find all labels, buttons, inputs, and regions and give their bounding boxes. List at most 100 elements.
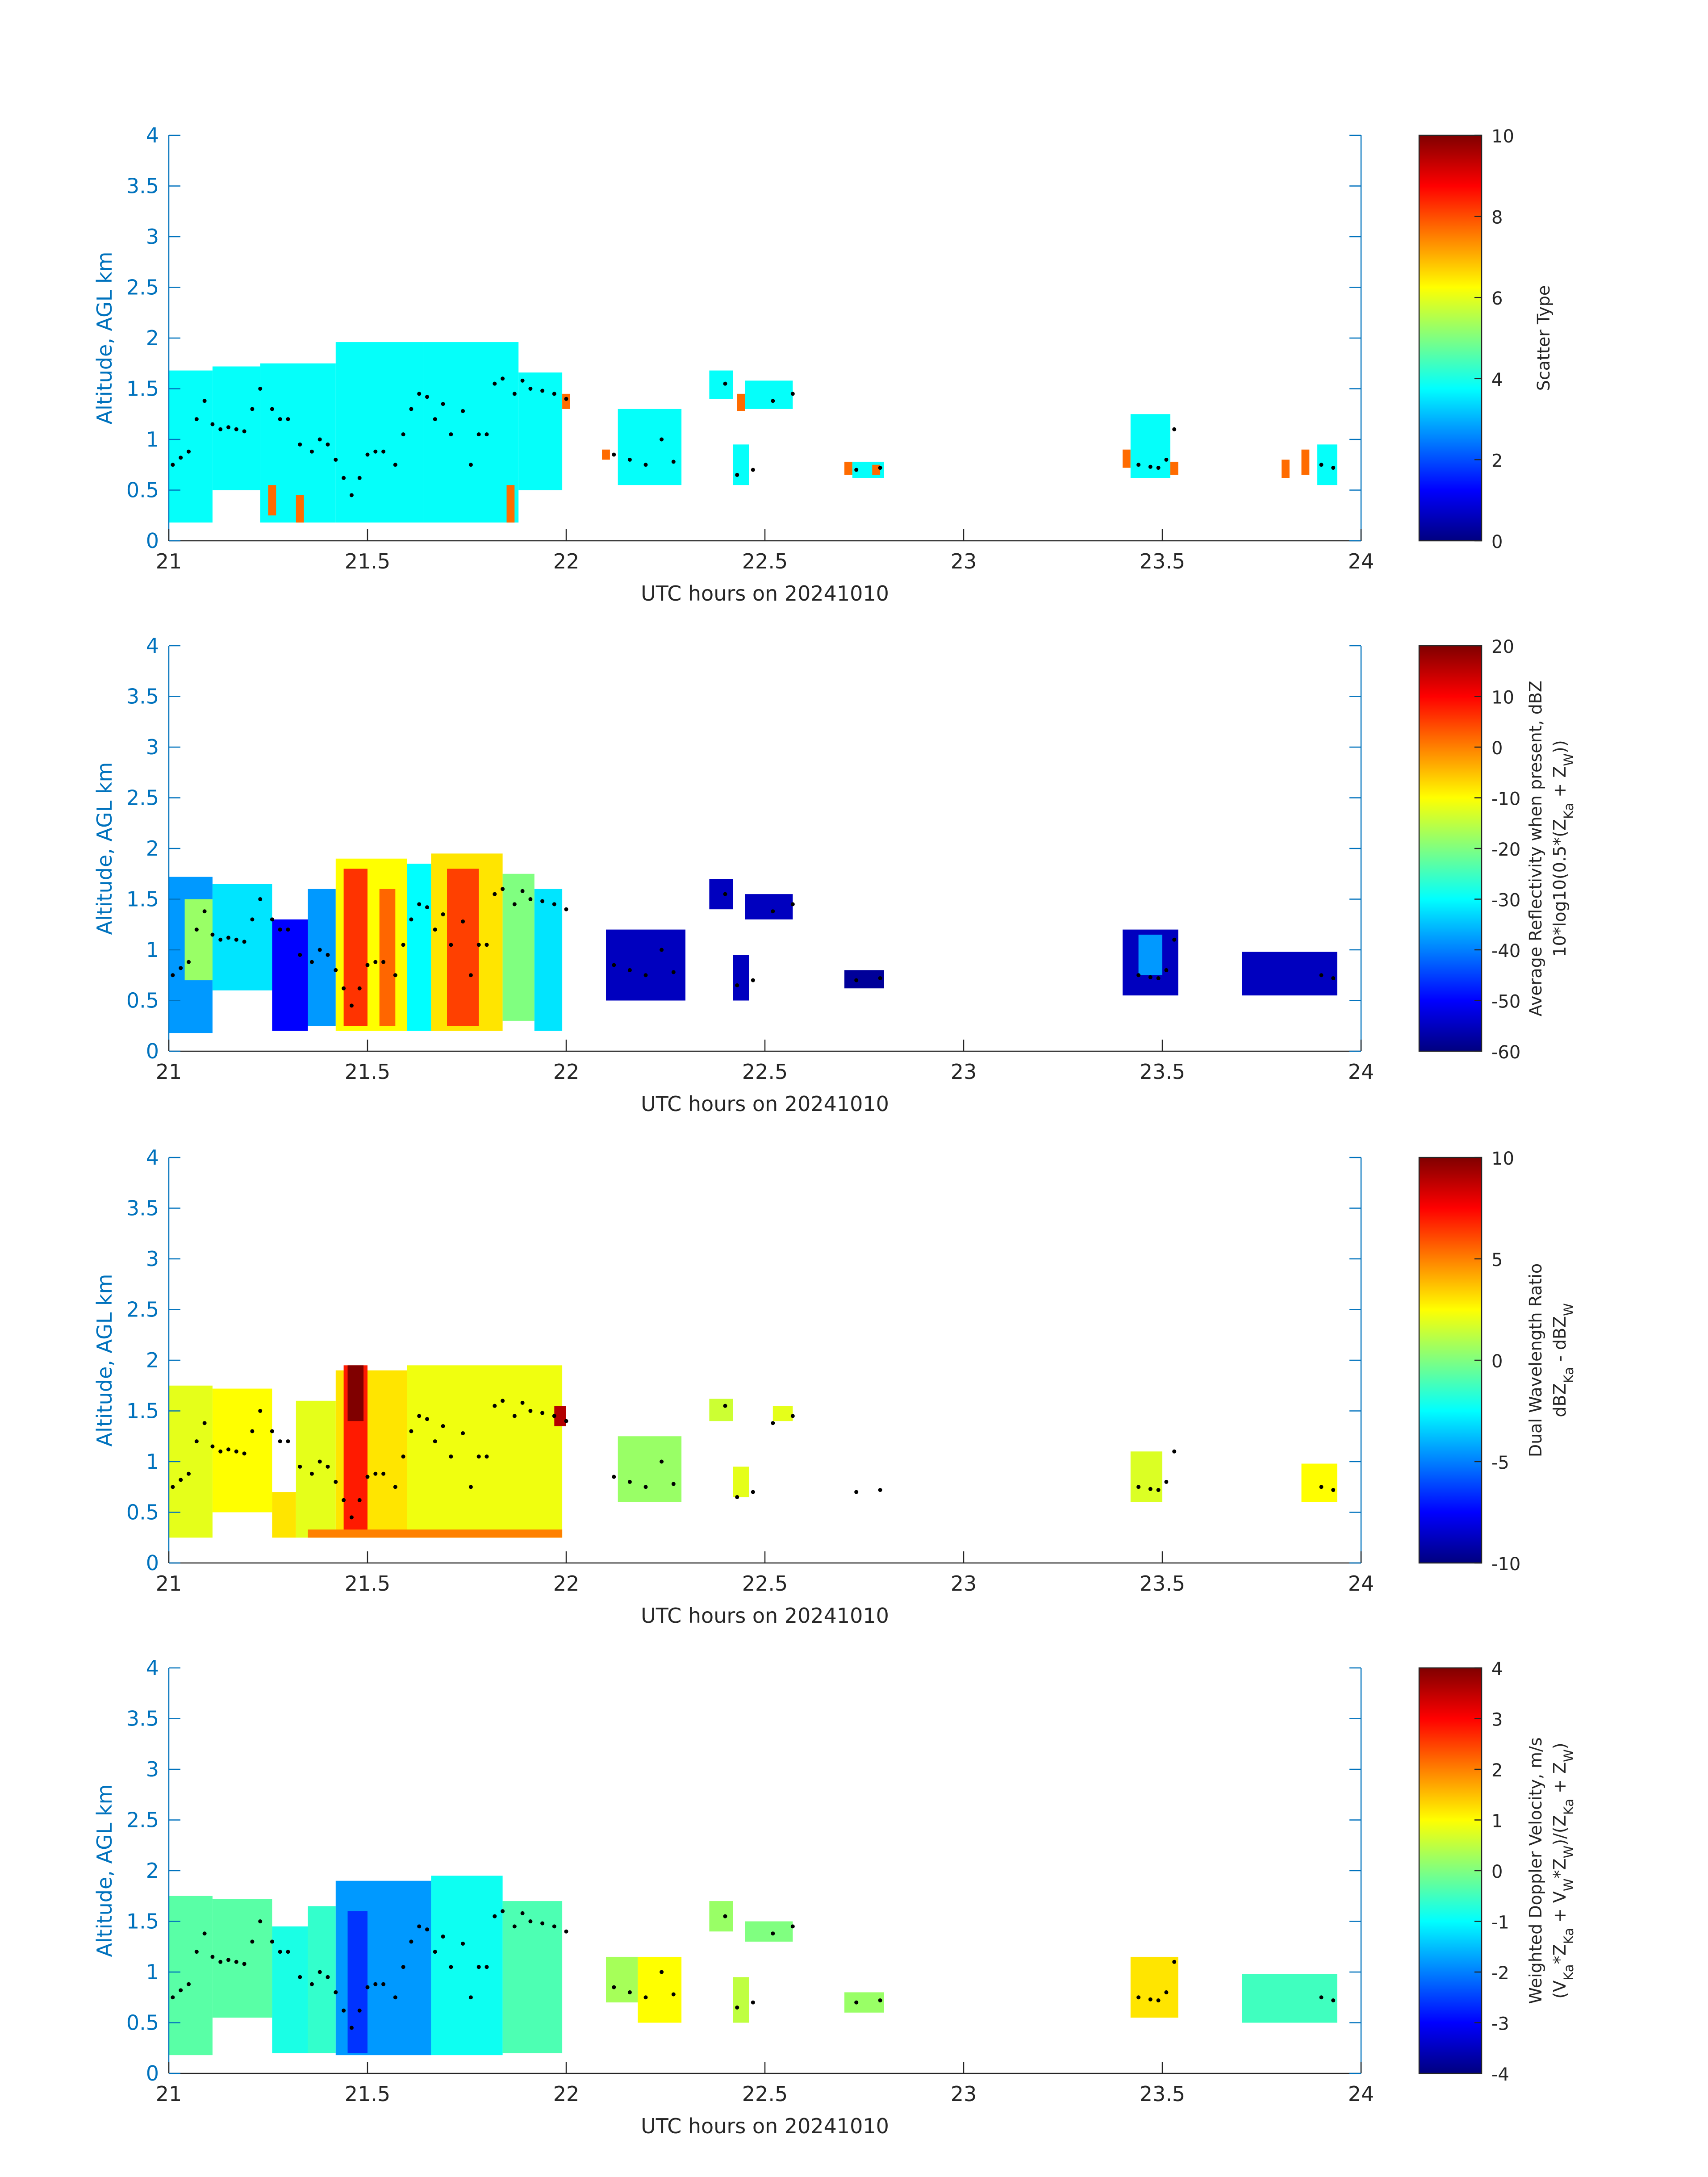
y-tick-label: 0 [146, 2061, 159, 2085]
cloud-base-point [520, 889, 525, 893]
heatmap-cell [308, 1529, 563, 1538]
cloud-base-point [520, 378, 525, 383]
cloud-base-point [671, 460, 676, 464]
heatmap-cell [618, 409, 682, 485]
heatmap-cell [1170, 461, 1178, 475]
heatmap-cell [296, 1400, 336, 1538]
y-tick-label: 4 [146, 1656, 159, 1680]
y-tick-label: 1.5 [126, 377, 159, 401]
cloud-base-point [171, 973, 175, 978]
cloud-base-point [317, 1970, 322, 1974]
colorbar-tick-label: -2 [1491, 1963, 1509, 1984]
y-axis-label: Altitude, AGL km [92, 1784, 117, 1957]
cloud-base-point [751, 468, 755, 472]
cloud-base-point [250, 917, 255, 922]
colorbar-tick-label: -4 [1491, 2064, 1509, 2085]
y-tick-label: 1.5 [126, 887, 159, 911]
cloud-base-point [278, 1439, 282, 1444]
colorbar-label: (VKa*ZKa + VW*ZW)/(ZKa + ZW) [1550, 1742, 1576, 1998]
cloud-base-point [433, 1950, 437, 1954]
heatmap-cell [638, 1956, 682, 2023]
cloud-base-point [1136, 1995, 1141, 2000]
cloud-base-point [202, 909, 207, 914]
x-tick-label: 23 [951, 549, 977, 573]
colorbar-tick-label: -60 [1491, 1042, 1520, 1063]
heatmap-cell [272, 1926, 308, 2053]
heatmap-cell [169, 1896, 213, 2056]
cloud-base-point [179, 1988, 183, 1993]
y-tick-label: 2.5 [126, 786, 159, 810]
cloud-base-point [1172, 937, 1177, 942]
cloud-base-point [342, 1498, 346, 1502]
cloud-base-point [334, 1479, 338, 1484]
cloud-base-point [298, 1464, 302, 1469]
cloud-base-point [425, 395, 429, 399]
cloud-base-point [218, 1960, 223, 1964]
cloud-base-point [409, 407, 413, 411]
cloud-base-point [309, 960, 314, 964]
heatmap-cell [308, 889, 336, 1026]
colorbar: -4 -3 -2 -1 0 1 2 3 4 Weighted Doppler Velocity, … [1418, 1659, 1576, 2085]
cloud-base-point [298, 1975, 302, 1979]
cloud-base-point [401, 1965, 405, 1969]
colorbar-label: Average Reflectivity when present, dBZ [1526, 681, 1545, 1016]
heatmap-cell [709, 1399, 733, 1421]
cloud-base-point [202, 399, 207, 403]
cloud-base-point [671, 1482, 676, 1486]
colorbar-tick-label: 4 [1491, 370, 1503, 390]
cloud-base-point [286, 928, 290, 932]
cloud-base-point [552, 1414, 556, 1418]
cloud-base-point [357, 2008, 362, 2013]
cloud-base-point [468, 1485, 473, 1489]
cloud-base-point [401, 1454, 405, 1459]
x-tick-label: 24 [1348, 1060, 1374, 1084]
cloud-base-markers [171, 376, 1336, 497]
cloud-base-point [540, 1921, 545, 1926]
cloud-base-point [878, 466, 882, 470]
heatmap-cell [1130, 1451, 1162, 1502]
y-tick-label: 2 [146, 326, 159, 350]
cloud-base-point [381, 1471, 386, 1476]
cloud-base-point [349, 1003, 354, 1008]
heatmap-cell [709, 370, 733, 399]
cloud-base-point [723, 1914, 727, 1918]
cloud-base-point [552, 902, 556, 907]
x-tick-label: 22.5 [742, 1060, 788, 1084]
x-tick-label: 21 [156, 2082, 182, 2106]
colorbar-tick-label: -40 [1491, 941, 1520, 961]
heatmap-cell [407, 1365, 563, 1538]
cloud-base-point [476, 1454, 481, 1459]
colorbar-tick-label: -10 [1491, 1554, 1520, 1575]
heatmap-cell [709, 879, 733, 910]
cloud-base-point [365, 1475, 370, 1479]
heatmap-cell [1242, 952, 1337, 996]
cloud-base-point [723, 381, 727, 386]
cloud-base-point [854, 468, 859, 472]
cloud-base-point [342, 986, 346, 990]
x-tick-label: 22 [553, 549, 580, 573]
cloud-base-point [278, 1950, 282, 1954]
x-tick-label: 21.5 [345, 549, 390, 573]
y-tick-label: 0 [146, 1551, 159, 1575]
y-tick-label: 3.5 [126, 1707, 159, 1731]
heatmap-cell [447, 869, 479, 1026]
cloud-base-point [484, 432, 489, 437]
panel-1: 21 21.5 22 22.5 23 23.5 2400.511.522.533.54UTC… [92, 123, 1553, 606]
cloud-base-point [278, 928, 282, 932]
cloud-base-point [493, 381, 497, 386]
cloud-base-markers [171, 1399, 1336, 1520]
cloud-base-point [357, 1498, 362, 1502]
heatmap-cell [518, 372, 563, 490]
cloud-base-point [258, 387, 263, 391]
cloud-base-point [171, 463, 175, 467]
heatmap-cell [602, 449, 610, 460]
cloud-base-point [723, 1404, 727, 1408]
cloud-base-point [286, 417, 290, 422]
cloud-base-point [242, 940, 246, 944]
cloud-base-point [501, 1399, 505, 1403]
colorbar-gradient [1418, 1157, 1482, 1564]
cloud-base-point [501, 887, 505, 891]
cloud-base-point [226, 425, 230, 430]
cloud-base-point [441, 1424, 445, 1429]
y-tick-label: 1 [146, 1450, 159, 1474]
